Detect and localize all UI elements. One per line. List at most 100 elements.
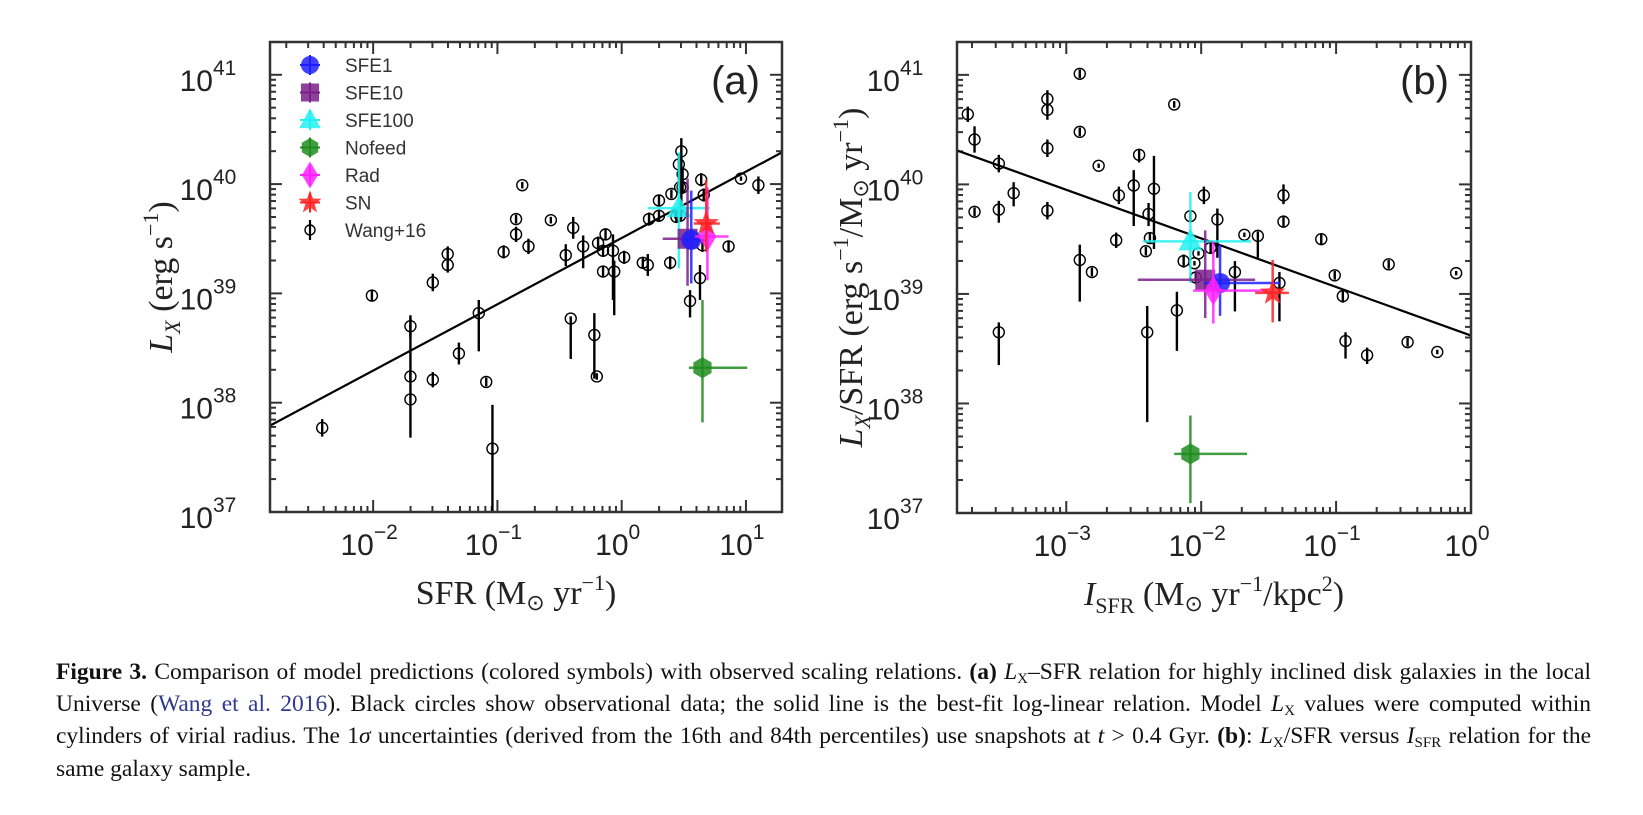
x-tick-label: 100 bbox=[595, 521, 640, 562]
observed-marker bbox=[683, 294, 697, 308]
observed-marker bbox=[486, 442, 499, 455]
observed-point bbox=[596, 244, 610, 257]
observed-marker bbox=[722, 240, 735, 253]
caption-panel-a: (a) bbox=[969, 659, 997, 685]
model-point-rad bbox=[1193, 241, 1268, 324]
legend-label: Wang+16 bbox=[345, 221, 426, 242]
observed-point bbox=[1360, 347, 1374, 365]
observed-point bbox=[1007, 182, 1020, 207]
observed-point bbox=[599, 228, 612, 241]
axes-frame bbox=[268, 40, 784, 514]
y-tick-label: 1041 bbox=[180, 57, 237, 98]
caption-panel-b: (b) bbox=[1217, 723, 1246, 750]
observed-point bbox=[642, 212, 656, 226]
observed-point bbox=[1112, 186, 1126, 205]
observed-marker bbox=[734, 172, 748, 185]
model-point-nofeed bbox=[688, 299, 748, 423]
observed-marker bbox=[968, 205, 981, 218]
observed-marker bbox=[1168, 98, 1181, 111]
caption-text: Comparison of model predictions (colored… bbox=[147, 659, 970, 685]
observed-point bbox=[641, 254, 654, 276]
legend-label: SN bbox=[345, 194, 371, 215]
model-point-sfe1 bbox=[681, 190, 702, 284]
x-tick-label: 10−3 bbox=[1034, 522, 1091, 563]
observed-point bbox=[663, 256, 677, 270]
model-point-sn bbox=[1255, 259, 1289, 323]
legend-marker bbox=[301, 138, 319, 157]
y-tick-label: 1037 bbox=[867, 495, 924, 536]
observed-marker bbox=[1141, 326, 1154, 339]
legend-marker bbox=[301, 56, 319, 74]
observed-point bbox=[426, 273, 439, 292]
observed-point bbox=[693, 264, 707, 300]
observed-point bbox=[1315, 232, 1328, 246]
observed-marker bbox=[1328, 269, 1341, 282]
observed-point bbox=[1449, 266, 1463, 280]
citation-link[interactable]: Wang et al. 2016 bbox=[158, 691, 328, 718]
observed-point bbox=[734, 172, 748, 185]
observed-marker bbox=[1382, 258, 1395, 271]
model-point-sfe10 bbox=[1137, 230, 1256, 319]
x-tick-label: 10−2 bbox=[340, 521, 397, 562]
y-tick-label: 1041 bbox=[867, 57, 924, 98]
observed-marker bbox=[426, 276, 439, 289]
model-marker bbox=[1178, 228, 1203, 251]
observed-marker bbox=[522, 240, 535, 253]
observed-point bbox=[1141, 305, 1154, 423]
observed-marker bbox=[1073, 67, 1086, 80]
caption-lx: LX bbox=[1004, 659, 1028, 687]
model-point-sn bbox=[693, 179, 720, 252]
observed-point bbox=[426, 372, 439, 388]
x-tick-label: 10−1 bbox=[1303, 522, 1360, 563]
observed-marker bbox=[567, 221, 580, 235]
observed-marker bbox=[1112, 189, 1126, 202]
observed-point bbox=[516, 178, 529, 192]
observed-marker bbox=[1228, 265, 1242, 279]
model-marker bbox=[693, 357, 712, 379]
observed-point bbox=[1073, 244, 1086, 302]
y-tick-label: 1037 bbox=[180, 494, 237, 535]
legend-item: Wang+16 bbox=[304, 220, 426, 242]
observed-point bbox=[665, 187, 678, 201]
x-axis-label: ISFR (M⊙ yr−1/kpc2) bbox=[1083, 571, 1344, 618]
observed-marker bbox=[497, 245, 510, 259]
y-tick-label: 1039 bbox=[180, 275, 237, 316]
model-point-sfe100 bbox=[647, 152, 710, 269]
observed-point bbox=[1170, 291, 1184, 351]
observed-marker bbox=[606, 244, 620, 257]
observed-point bbox=[1336, 289, 1350, 303]
observed-point bbox=[1277, 184, 1290, 205]
observed-marker bbox=[544, 213, 558, 227]
observed-marker bbox=[1041, 103, 1054, 117]
observed-marker bbox=[1041, 204, 1054, 217]
observed-marker bbox=[599, 228, 612, 241]
model-marker bbox=[693, 209, 720, 235]
observed-point bbox=[752, 176, 765, 194]
observed-point bbox=[968, 205, 981, 218]
observed-point bbox=[1168, 98, 1181, 111]
observed-marker bbox=[992, 326, 1006, 339]
observed-point bbox=[1127, 170, 1140, 227]
observed-point bbox=[564, 312, 577, 359]
observed-point bbox=[968, 126, 981, 153]
observed-marker bbox=[1092, 159, 1105, 172]
legend-label: Nofeed bbox=[345, 139, 406, 160]
observed-marker bbox=[1127, 179, 1140, 192]
observed-marker bbox=[576, 240, 590, 253]
y-tick-label: 1038 bbox=[180, 385, 237, 426]
observed-point bbox=[1041, 139, 1054, 158]
observed-marker bbox=[1339, 334, 1352, 348]
observed-marker bbox=[404, 393, 417, 406]
observed-point bbox=[1251, 229, 1265, 258]
observed-point bbox=[441, 257, 454, 273]
observed-marker bbox=[1360, 349, 1374, 362]
observed-marker bbox=[752, 178, 765, 192]
model-point-sfe100 bbox=[1143, 192, 1252, 283]
observed-point bbox=[992, 322, 1006, 366]
y-axis-label: LX (erg s−1) bbox=[138, 201, 185, 353]
observed-marker bbox=[480, 375, 493, 389]
observed-point bbox=[1177, 254, 1190, 268]
observed-marker bbox=[1170, 304, 1184, 317]
legend-marker bbox=[299, 108, 321, 129]
observed-marker bbox=[608, 265, 621, 278]
